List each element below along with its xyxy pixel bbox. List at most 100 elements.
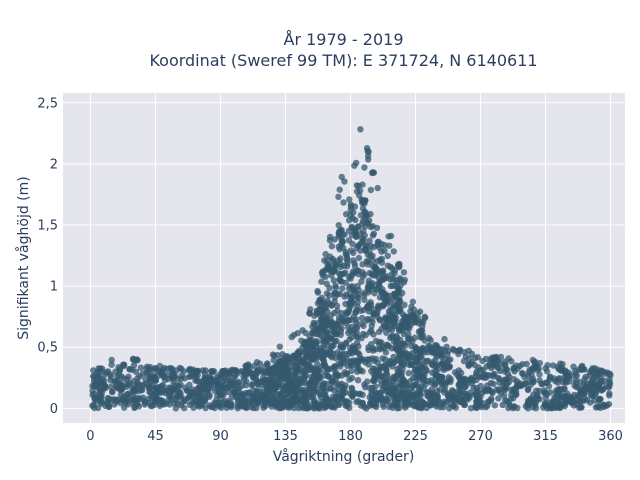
scatter-point [395, 371, 402, 378]
scatter-point [337, 331, 344, 339]
scatter-point [401, 404, 409, 411]
scatter-point [554, 379, 561, 386]
scatter-point [582, 373, 589, 381]
scatter-point [389, 282, 396, 290]
scatter-point [205, 393, 213, 400]
scatter-point [369, 318, 376, 326]
scatter-point [497, 359, 504, 367]
scatter-point [527, 381, 534, 388]
scatter-point [400, 330, 408, 338]
scatter-point [277, 393, 284, 401]
scatter-point [137, 364, 145, 371]
scatter-point [345, 237, 353, 244]
scatter-point [542, 394, 549, 401]
scatter-point [321, 257, 328, 264]
scatter-point [276, 343, 283, 350]
scatter-point [332, 330, 339, 337]
scatter-point [189, 386, 196, 393]
scatter-point [377, 277, 384, 285]
scatter-point [186, 367, 194, 374]
scatter-point [182, 397, 189, 405]
scatter-point [365, 361, 372, 368]
scatter-point [411, 343, 419, 350]
scatter-point [390, 248, 397, 255]
scatter-point [577, 399, 584, 406]
scatter-point [387, 232, 395, 240]
scatter-point [348, 384, 355, 392]
y-tick-label: 0 [50, 402, 58, 417]
scatter-point [393, 338, 401, 346]
scatter-point [348, 374, 356, 382]
scatter-point [570, 398, 577, 406]
scatter-point [591, 380, 598, 387]
scatter-point [109, 388, 116, 396]
y-tick-label: 1,5 [37, 219, 58, 234]
scatter-point [415, 315, 422, 322]
scatter-point [117, 385, 124, 392]
x-tick-label: 180 [338, 429, 363, 444]
scatter-point [361, 164, 368, 171]
scatter-point [331, 338, 339, 345]
scatter-point [153, 391, 160, 398]
scatter-point [446, 405, 453, 412]
scatter-point [360, 227, 367, 235]
scatter-point [107, 377, 114, 384]
scatter-point [491, 402, 498, 409]
scatter-point [374, 359, 382, 367]
scatter-point [300, 367, 308, 375]
scatter-point [318, 278, 325, 285]
scatter-point [376, 366, 383, 374]
scatter-point [315, 352, 322, 359]
scatter-point [357, 240, 364, 247]
scatter-point [431, 394, 438, 402]
scatter-point [335, 193, 342, 200]
scatter-point [495, 386, 503, 393]
scatter-point [598, 378, 605, 386]
scatter-point [151, 401, 158, 408]
scatter-point [327, 385, 335, 392]
scatter-point [350, 257, 357, 264]
scatter-point [456, 347, 463, 354]
scatter-point [379, 303, 387, 310]
scatter-point [146, 366, 153, 373]
scatter-point [484, 371, 491, 379]
scatter-point [107, 383, 115, 390]
scatter-point [158, 383, 165, 390]
scatter-point [407, 321, 414, 329]
scatter-point [323, 290, 331, 297]
scatter-point [343, 211, 350, 218]
scatter-point [461, 375, 469, 382]
scatter-point [385, 403, 393, 410]
scatter-point [355, 267, 362, 274]
scatter-point [90, 377, 98, 385]
scatter-point [278, 375, 286, 382]
scatter-point [338, 372, 345, 379]
scatter-point [549, 362, 557, 369]
scatter-point [277, 399, 284, 407]
scatter-point [365, 308, 373, 315]
scatter-point [167, 384, 175, 391]
scatter-point [350, 209, 357, 216]
scatter-point [322, 403, 330, 411]
scatter-point [336, 276, 344, 284]
scatter-point [440, 364, 447, 372]
scatter-point [272, 398, 279, 405]
scatter-point [154, 367, 161, 374]
scatter-point [128, 388, 136, 395]
scatter-point [374, 241, 381, 249]
scatter-point [606, 392, 613, 399]
scatter-point [336, 186, 343, 193]
scatter-point [322, 331, 329, 338]
scatter-point [499, 401, 506, 409]
scatter-point [310, 319, 317, 326]
scatter-point [593, 374, 600, 381]
scatter-point [211, 387, 219, 394]
scatter-point [370, 169, 378, 176]
scatter-point [273, 381, 281, 389]
scatter-point [314, 289, 322, 296]
scatter-point [405, 355, 412, 363]
scatter-point [178, 393, 185, 400]
scatter-point [169, 372, 176, 379]
scatter-point [367, 252, 374, 260]
scatter-point [510, 376, 518, 383]
